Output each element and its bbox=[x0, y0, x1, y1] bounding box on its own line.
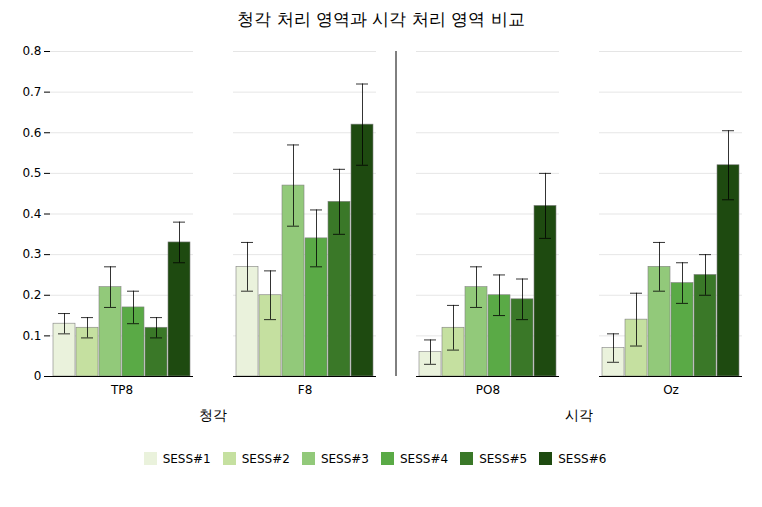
svg-text:0.6: 0.6 bbox=[22, 126, 41, 140]
svg-text:F8: F8 bbox=[298, 383, 313, 397]
html-text:SESS#2: SESS#2 bbox=[241, 451, 290, 466]
svg-text:0: 0 bbox=[34, 369, 42, 383]
html-text:SESS#5: SESS#5 bbox=[479, 451, 528, 466]
svg-text:TP8: TP8 bbox=[110, 383, 133, 397]
svg-text:Oz: Oz bbox=[663, 383, 679, 397]
svg-text:0.8: 0.8 bbox=[22, 44, 41, 58]
svg-text:0.2: 0.2 bbox=[22, 288, 41, 302]
html-text:SESS#4: SESS#4 bbox=[400, 451, 449, 466]
svg-text:0.5: 0.5 bbox=[22, 166, 41, 180]
svg-text:시각: 시각 bbox=[565, 407, 593, 423]
html-text:청각 처리 영역과 시각 처리 영역 비교: 청각 처리 영역과 시각 처리 영역 비교 bbox=[237, 9, 525, 29]
svg-text:PO8: PO8 bbox=[476, 383, 500, 397]
html-text:SESS#6: SESS#6 bbox=[558, 451, 607, 466]
svg-text:청각: 청각 bbox=[199, 407, 227, 423]
html-text:SESS#1: SESS#1 bbox=[162, 451, 211, 466]
html-text:SESS#3: SESS#3 bbox=[320, 451, 369, 466]
svg-text:0.4: 0.4 bbox=[22, 207, 41, 221]
svg-text:0.3: 0.3 bbox=[22, 247, 41, 261]
svg-text:0.1: 0.1 bbox=[22, 329, 41, 343]
svg-text:0.7: 0.7 bbox=[22, 85, 41, 99]
